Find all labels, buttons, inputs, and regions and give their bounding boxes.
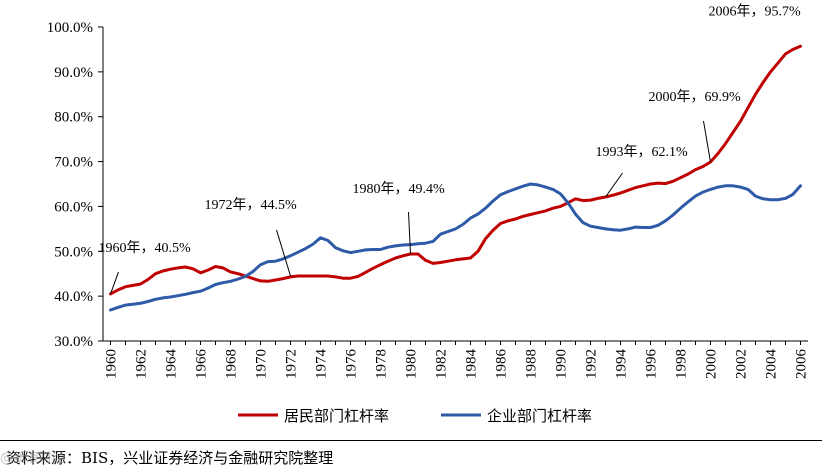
x-tick-label: 1970 [254,349,270,379]
legend-label-corporate: 企业部门杠杆率 [487,407,592,425]
x-tick-label: 1966 [194,349,210,380]
x-tick-label: 1960 [104,349,120,379]
source-note: 资料来源：BIS，兴业证券经济与金融研究院整理 [6,449,334,467]
annotation-label: 1993年，62.1% [596,144,688,160]
x-tick-label: 1996 [644,349,660,380]
annotation-leader [276,229,291,277]
x-tick-label: 1972 [284,349,300,379]
x-tick-label: 1976 [344,349,360,380]
y-tick-label: 60.0% [54,199,93,215]
x-tick-label: 1980 [404,349,420,379]
annotation-label: 2000年，69.9% [649,89,741,105]
x-tick-label: 1986 [494,349,510,380]
x-tick-label: 2000 [704,349,720,379]
corporate-leverage-line [109,182,802,312]
annotation-leader [110,271,119,295]
footer-rule [0,440,822,441]
x-tick-label: 1964 [164,349,180,380]
y-tick-label: 40.0% [54,289,93,305]
x-tick-label: 1962 [134,349,150,379]
x-tick-label: 1978 [374,349,390,379]
x-tick-label: 1990 [554,349,570,379]
y-tick-label: 80.0% [54,110,93,126]
x-tick-label: 2004 [764,349,780,380]
watermark: @新浪财经 [0,451,66,466]
y-tick-label: 30.0% [54,334,93,350]
line-chart: 30.0% 40.0% 50.0% 60.0% 70.0% 80.0% 90.0% 100.0… [47,3,810,425]
x-tick-label: 1982 [434,349,450,379]
annotation-leader [605,172,623,198]
annotation-leader [408,211,411,255]
x-tick-label: 1988 [524,349,540,379]
x-tick-label: 1992 [584,349,600,379]
annotation-label: 1960年，40.5% [99,240,191,256]
x-tick-label: 1994 [614,349,630,380]
x-tick-label: 1968 [224,349,240,379]
legend-label-household: 居民部门杠杆率 [284,407,389,425]
annotation-label: 1980年，49.4% [353,181,445,197]
household-leverage-line [109,44,802,296]
annotation-label: 2006年，95.7% [709,3,801,19]
annotation-leader [703,120,711,163]
x-tick-label: 2002 [734,349,750,379]
annotation-label: 1972年，44.5% [205,197,297,213]
x-tick-label: 2006 [794,349,810,380]
x-tick-label: 1984 [464,349,480,380]
y-tick-label: 90.0% [54,65,93,81]
x-tick-label: 1998 [674,349,690,379]
x-tick-label: 1974 [314,349,330,380]
y-tick-label: 70.0% [54,155,93,171]
y-tick-label: 50.0% [54,244,93,260]
y-tick-label: 100.0% [47,20,93,36]
